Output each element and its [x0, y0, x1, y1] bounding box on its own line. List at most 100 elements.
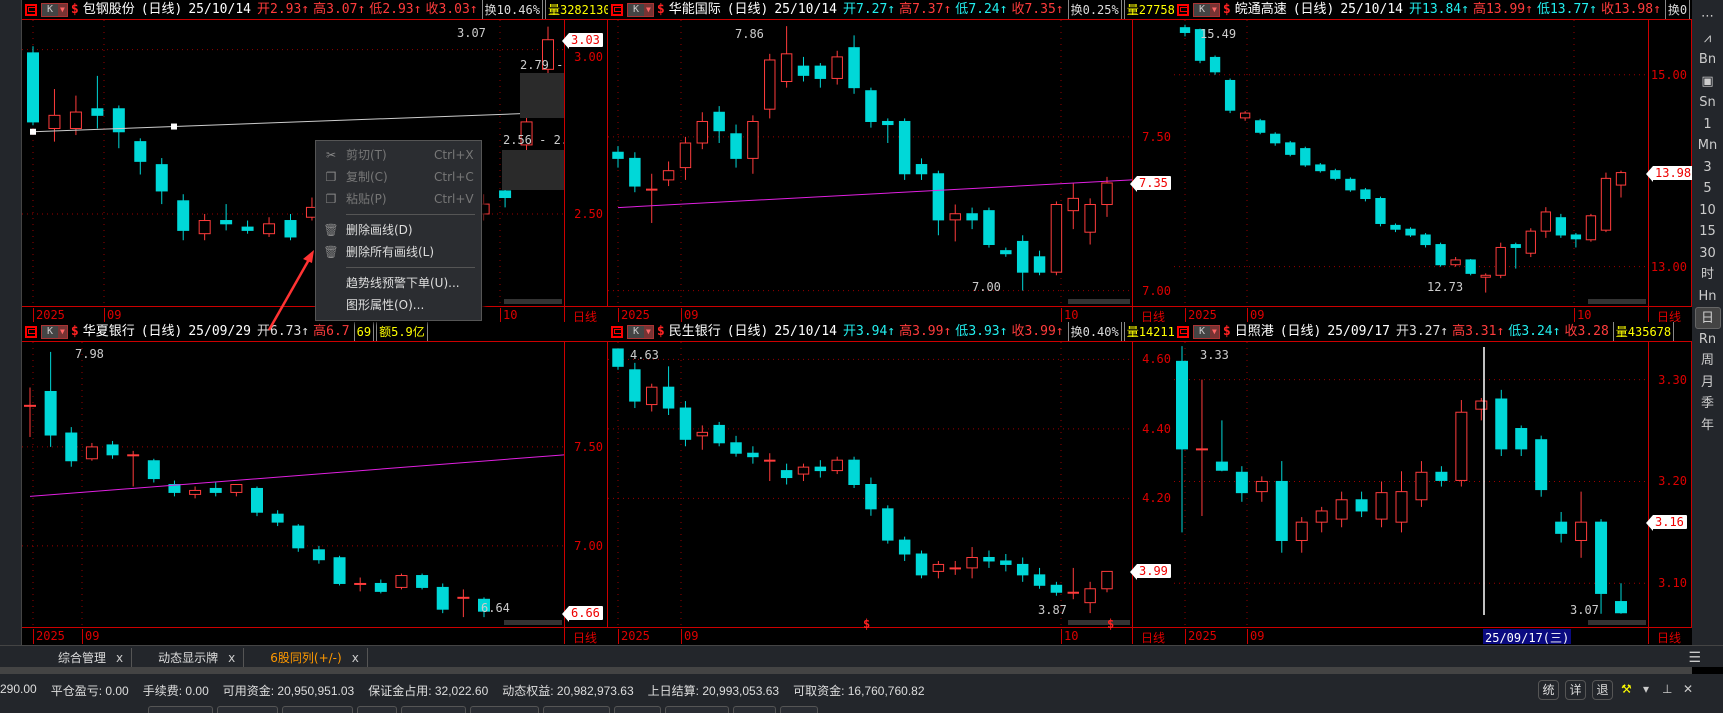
menu-item-delete-line[interactable]: 🗑 删除画线(D) — [316, 219, 481, 241]
price-axis[interactable]: 4.60 4.40 4.20 3.99 — [1130, 342, 1176, 627]
stock-name[interactable]: 皖通高速 — [1234, 1, 1287, 17]
chart-scroll-thumb[interactable] — [1588, 299, 1646, 304]
stock-name[interactable]: 日照港 — [1234, 323, 1274, 339]
period-button-2[interactable]: Bn — [1698, 52, 1717, 67]
period-button-4[interactable]: Sn — [1699, 95, 1716, 110]
period-button-0[interactable]: ⋯ — [1701, 9, 1714, 24]
candlestick-chart[interactable] — [22, 20, 565, 306]
chart-scroll-thumb[interactable] — [1588, 620, 1646, 625]
candle-body — [713, 424, 725, 444]
panel-maximize-icon[interactable] — [25, 325, 37, 338]
date-label: 09 — [82, 629, 99, 644]
date-axis[interactable]: 2025 09 25/09/17(三) — [1174, 627, 1648, 645]
chart-scroll-thumb[interactable] — [504, 299, 562, 304]
period-button-11[interactable]: 30 — [1699, 245, 1716, 261]
menu-item-trendline-alert-order[interactable]: 趋势线预警下单(U)... — [316, 272, 481, 294]
period-button-10[interactable]: 15 — [1699, 224, 1716, 239]
period-button-13[interactable]: Hn — [1698, 288, 1717, 304]
action-button[interactable] — [357, 706, 397, 713]
price-annotation: 3.07 — [457, 26, 486, 40]
candlestick-chart[interactable] — [1174, 342, 1648, 627]
date-axis[interactable]: 2025 09 10 — [22, 306, 564, 323]
horizontal-scrollbar[interactable] — [0, 667, 1692, 674]
price-axis[interactable]: 15.00 13.00 13.98 — [1645, 20, 1695, 306]
period-button-14[interactable]: 日 — [1694, 307, 1721, 329]
price-axis[interactable]: 7.50 7.00 6.66 — [562, 342, 608, 627]
panel-maximize-icon[interactable] — [611, 3, 623, 16]
chart-type-dropdown[interactable]: K ▼ — [627, 324, 654, 339]
period-button-16[interactable]: 周 — [1700, 353, 1714, 368]
price-axis[interactable]: 3.30 3.20 3.10 3.16 — [1646, 342, 1692, 627]
action-button[interactable] — [217, 706, 278, 713]
status-button-2[interactable]: 退 — [1592, 680, 1613, 700]
menu-item-delete-all-lines[interactable]: 🗑 删除所有画线(L) — [316, 241, 481, 263]
action-button[interactable] — [780, 706, 818, 713]
candlestick-chart[interactable] — [22, 342, 565, 627]
pin-icon[interactable]: ⊥ — [1662, 682, 1673, 696]
period-button-12[interactable]: 时 — [1700, 267, 1714, 282]
action-button[interactable] — [470, 706, 539, 713]
tab-close-icon[interactable]: x — [351, 651, 359, 665]
period-button-19[interactable]: 年 — [1700, 417, 1714, 433]
tab-0[interactable]: 综合管理 x — [32, 648, 133, 668]
period-button-18[interactable]: 季 — [1700, 396, 1714, 411]
chart-type-dropdown[interactable]: K ▼ — [627, 2, 654, 17]
menu-item-chart-properties[interactable]: 图形属性(O)... — [316, 294, 481, 316]
price-axis[interactable]: 3.00 2.50 3.03 — [562, 20, 608, 306]
tab-close-icon[interactable]: x — [116, 651, 124, 665]
tab-2[interactable]: 6股同列(+/-) x — [244, 648, 368, 668]
period-button-8[interactable]: 5 — [1703, 181, 1712, 196]
panel-maximize-icon[interactable] — [1177, 3, 1189, 16]
price-axis[interactable]: 7.50 7.00 7.35 — [1130, 20, 1176, 306]
trend-box-icon[interactable]: ▣ — [1701, 73, 1714, 89]
chart-type-dropdown[interactable]: K ▼ — [41, 2, 68, 17]
menu-item-copy[interactable]: ❐ 复制(C) Ctrl+C — [316, 166, 481, 188]
tab-1[interactable]: 动态显示牌 x — [132, 648, 245, 668]
period-button-17[interactable]: 月 — [1700, 374, 1714, 390]
date-axis[interactable]: 2025 09 10 — [608, 627, 1132, 644]
chart-scroll-thumb[interactable] — [504, 620, 562, 625]
date-axis[interactable]: 2025 09 — [22, 627, 564, 644]
panel-maximize-icon[interactable] — [25, 3, 37, 16]
action-button[interactable] — [614, 706, 661, 713]
date-axis[interactable]: 2025 09 10 — [1174, 306, 1648, 323]
panel-maximize-icon[interactable] — [611, 325, 623, 338]
action-button[interactable] — [282, 706, 353, 713]
candlestick-chart[interactable] — [1174, 20, 1648, 306]
action-button[interactable] — [733, 706, 776, 713]
period-button-5[interactable]: 1 — [1703, 116, 1712, 132]
last-price-tag: 3.99 — [1130, 564, 1171, 581]
panel-maximize-icon[interactable] — [1177, 325, 1189, 338]
period-button-15[interactable]: Rn — [1698, 331, 1717, 347]
candlestick-chart[interactable] — [608, 342, 1132, 627]
close-icon[interactable]: ✕ — [1683, 682, 1694, 696]
menu-item-paste[interactable]: ❐ 粘贴(P) Ctrl+V — [316, 188, 481, 210]
chart-type-dropdown[interactable]: K ▼ — [1193, 2, 1220, 17]
status-button-0[interactable]: 统 — [1538, 680, 1559, 700]
action-button[interactable] — [148, 706, 213, 713]
trend-icon[interactable]: ⩘ — [1703, 30, 1712, 46]
tools-icon[interactable]: ⚒ — [1621, 682, 1632, 696]
stock-name[interactable]: 包钢股份 — [82, 1, 135, 17]
period-button-7[interactable]: 3 — [1703, 159, 1712, 175]
tab-close-icon[interactable]: x — [228, 651, 236, 665]
date-axis[interactable]: 2025 09 10 — [608, 306, 1132, 323]
chart-scroll-thumb[interactable] — [1068, 620, 1130, 625]
period-button-9[interactable]: 10 — [1699, 202, 1716, 218]
menu-item-cut[interactable]: ✂ 剪切(T) Ctrl+X — [316, 144, 481, 166]
action-button[interactable] — [401, 706, 466, 713]
action-button[interactable] — [665, 706, 729, 713]
stock-name[interactable]: 华能国际 — [668, 1, 721, 17]
hamburger-menu-icon[interactable]: ☰ — [1688, 650, 1701, 666]
status-button-1[interactable]: 详 — [1565, 680, 1586, 700]
action-button[interactable] — [543, 706, 610, 713]
chart-scroll-thumb[interactable] — [1068, 299, 1130, 304]
candle — [629, 362, 641, 409]
period-button-6[interactable]: Mn — [1697, 138, 1718, 153]
dropdown-icon[interactable]: ▾ — [1643, 682, 1650, 696]
candlestick-chart[interactable] — [608, 20, 1133, 306]
chart-type-dropdown[interactable]: K ▼ — [1193, 324, 1220, 339]
chart-type-dropdown[interactable]: K ▼ — [41, 324, 68, 339]
stock-name[interactable]: 民生银行 — [668, 323, 721, 339]
stock-name[interactable]: 华夏银行 — [82, 323, 135, 339]
